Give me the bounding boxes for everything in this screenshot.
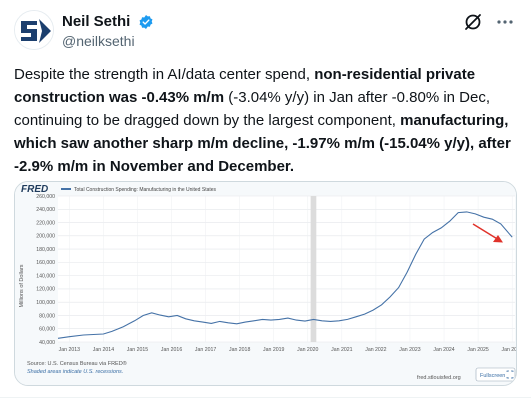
x-tick-label: Jan 2021 <box>331 347 352 353</box>
x-tick-label: Jan 2013 <box>59 347 80 353</box>
x-tick-label: Jan 2018 <box>229 347 250 353</box>
x-tick-label: Jan 2024 <box>433 347 454 353</box>
recession-shading <box>310 196 317 342</box>
x-tick-labels: Jan 2013 Jan 2014 Jan 2015 Jan 2016 Jan 2017… <box>59 347 517 353</box>
recession-band <box>310 196 317 342</box>
author-display-name[interactable]: Neil Sethi <box>62 13 131 30</box>
divider <box>0 397 531 398</box>
tweet-text-bold: non-residential private construction was… <box>14 66 476 106</box>
source-note: Source: U.S. Census Bureau via FRED® <box>27 360 127 367</box>
y-tick-label: 180,000 <box>36 247 55 253</box>
fullscreen-icon <box>506 370 514 379</box>
y-tick-label: 120,000 <box>36 287 55 293</box>
y-tick-label: 240,000 <box>36 207 55 213</box>
recession-note: Shaded areas indicate U.S. recessions. <box>27 369 123 375</box>
author-names: Neil Sethi @neilksethi <box>62 13 154 50</box>
tweet-text-part: Despite the strength in AI/data center s… <box>14 66 315 83</box>
avatar[interactable] <box>14 10 54 50</box>
x-tick-label: Jan 2017 <box>195 347 216 353</box>
y-axis-label: Millions of Dollars <box>19 264 25 307</box>
author-handle[interactable]: @neilksethi <box>62 33 135 50</box>
x-tick-label: Jan 2020 <box>297 347 318 353</box>
tweet-text-part: (-3.04% y/y) in Jan after -0.80% in Dec,… <box>14 89 491 129</box>
fred-url: fred.stlouisfed.org <box>417 375 461 381</box>
x-tick-label: Jan 2022 <box>365 347 386 353</box>
y-tick-label: 160,000 <box>36 260 55 266</box>
more-options-icon[interactable] <box>495 12 515 32</box>
x-tick-label: Jan 2025 <box>467 347 488 353</box>
annotation-arrow <box>472 223 503 243</box>
fullscreen-button[interactable]: Fullscreen <box>475 367 516 382</box>
y-tick-label: 260,000 <box>36 194 55 200</box>
y-tick-label: 60,000 <box>39 327 55 333</box>
legend-label: Total Construction Spending: Manufacturi… <box>74 187 217 193</box>
x-tick-label: Jan 2015 <box>127 347 148 353</box>
x-tick-label: Jan 2014 <box>93 347 114 353</box>
verified-badge-icon <box>139 15 153 29</box>
media-card[interactable]: FRED Total Construction Spending: Manufa… <box>14 181 517 386</box>
y-tick-label: 40,000 <box>39 340 55 346</box>
fred-chart: FRED Total Construction Spending: Manufa… <box>15 182 517 385</box>
y-tick-label: 220,000 <box>36 220 55 226</box>
y-tick-labels: 40,000 60,000 80,000 100,000 120,000 140,000 1… <box>36 194 55 346</box>
x-tick-label: Jan 2016 <box>161 347 182 353</box>
tweet-text: Despite the strength in AI/data center s… <box>14 63 520 178</box>
y-tick-label: 200,000 <box>36 234 55 240</box>
tweet-text-bold: manufacturing, which saw another sharp m… <box>14 112 511 175</box>
x-tick-label: Jan 2023 <box>399 347 420 353</box>
fred-logo: FRED <box>21 184 48 195</box>
plot-area <box>58 196 515 342</box>
y-tick-label: 140,000 <box>36 273 55 279</box>
x-tick-label: Jan 2026 <box>501 347 517 353</box>
y-tick-label: 100,000 <box>36 300 55 306</box>
chart-grid <box>58 195 515 343</box>
tweet-header: Neil Sethi @neilksethi <box>14 10 519 54</box>
grok-icon[interactable] <box>463 12 483 32</box>
y-tick-label: 80,000 <box>39 313 55 319</box>
x-tick-label: Jan 2019 <box>263 347 284 353</box>
fullscreen-label: Fullscreen <box>480 373 505 379</box>
series-line <box>57 211 513 339</box>
avatar-logo-icon <box>15 11 53 49</box>
